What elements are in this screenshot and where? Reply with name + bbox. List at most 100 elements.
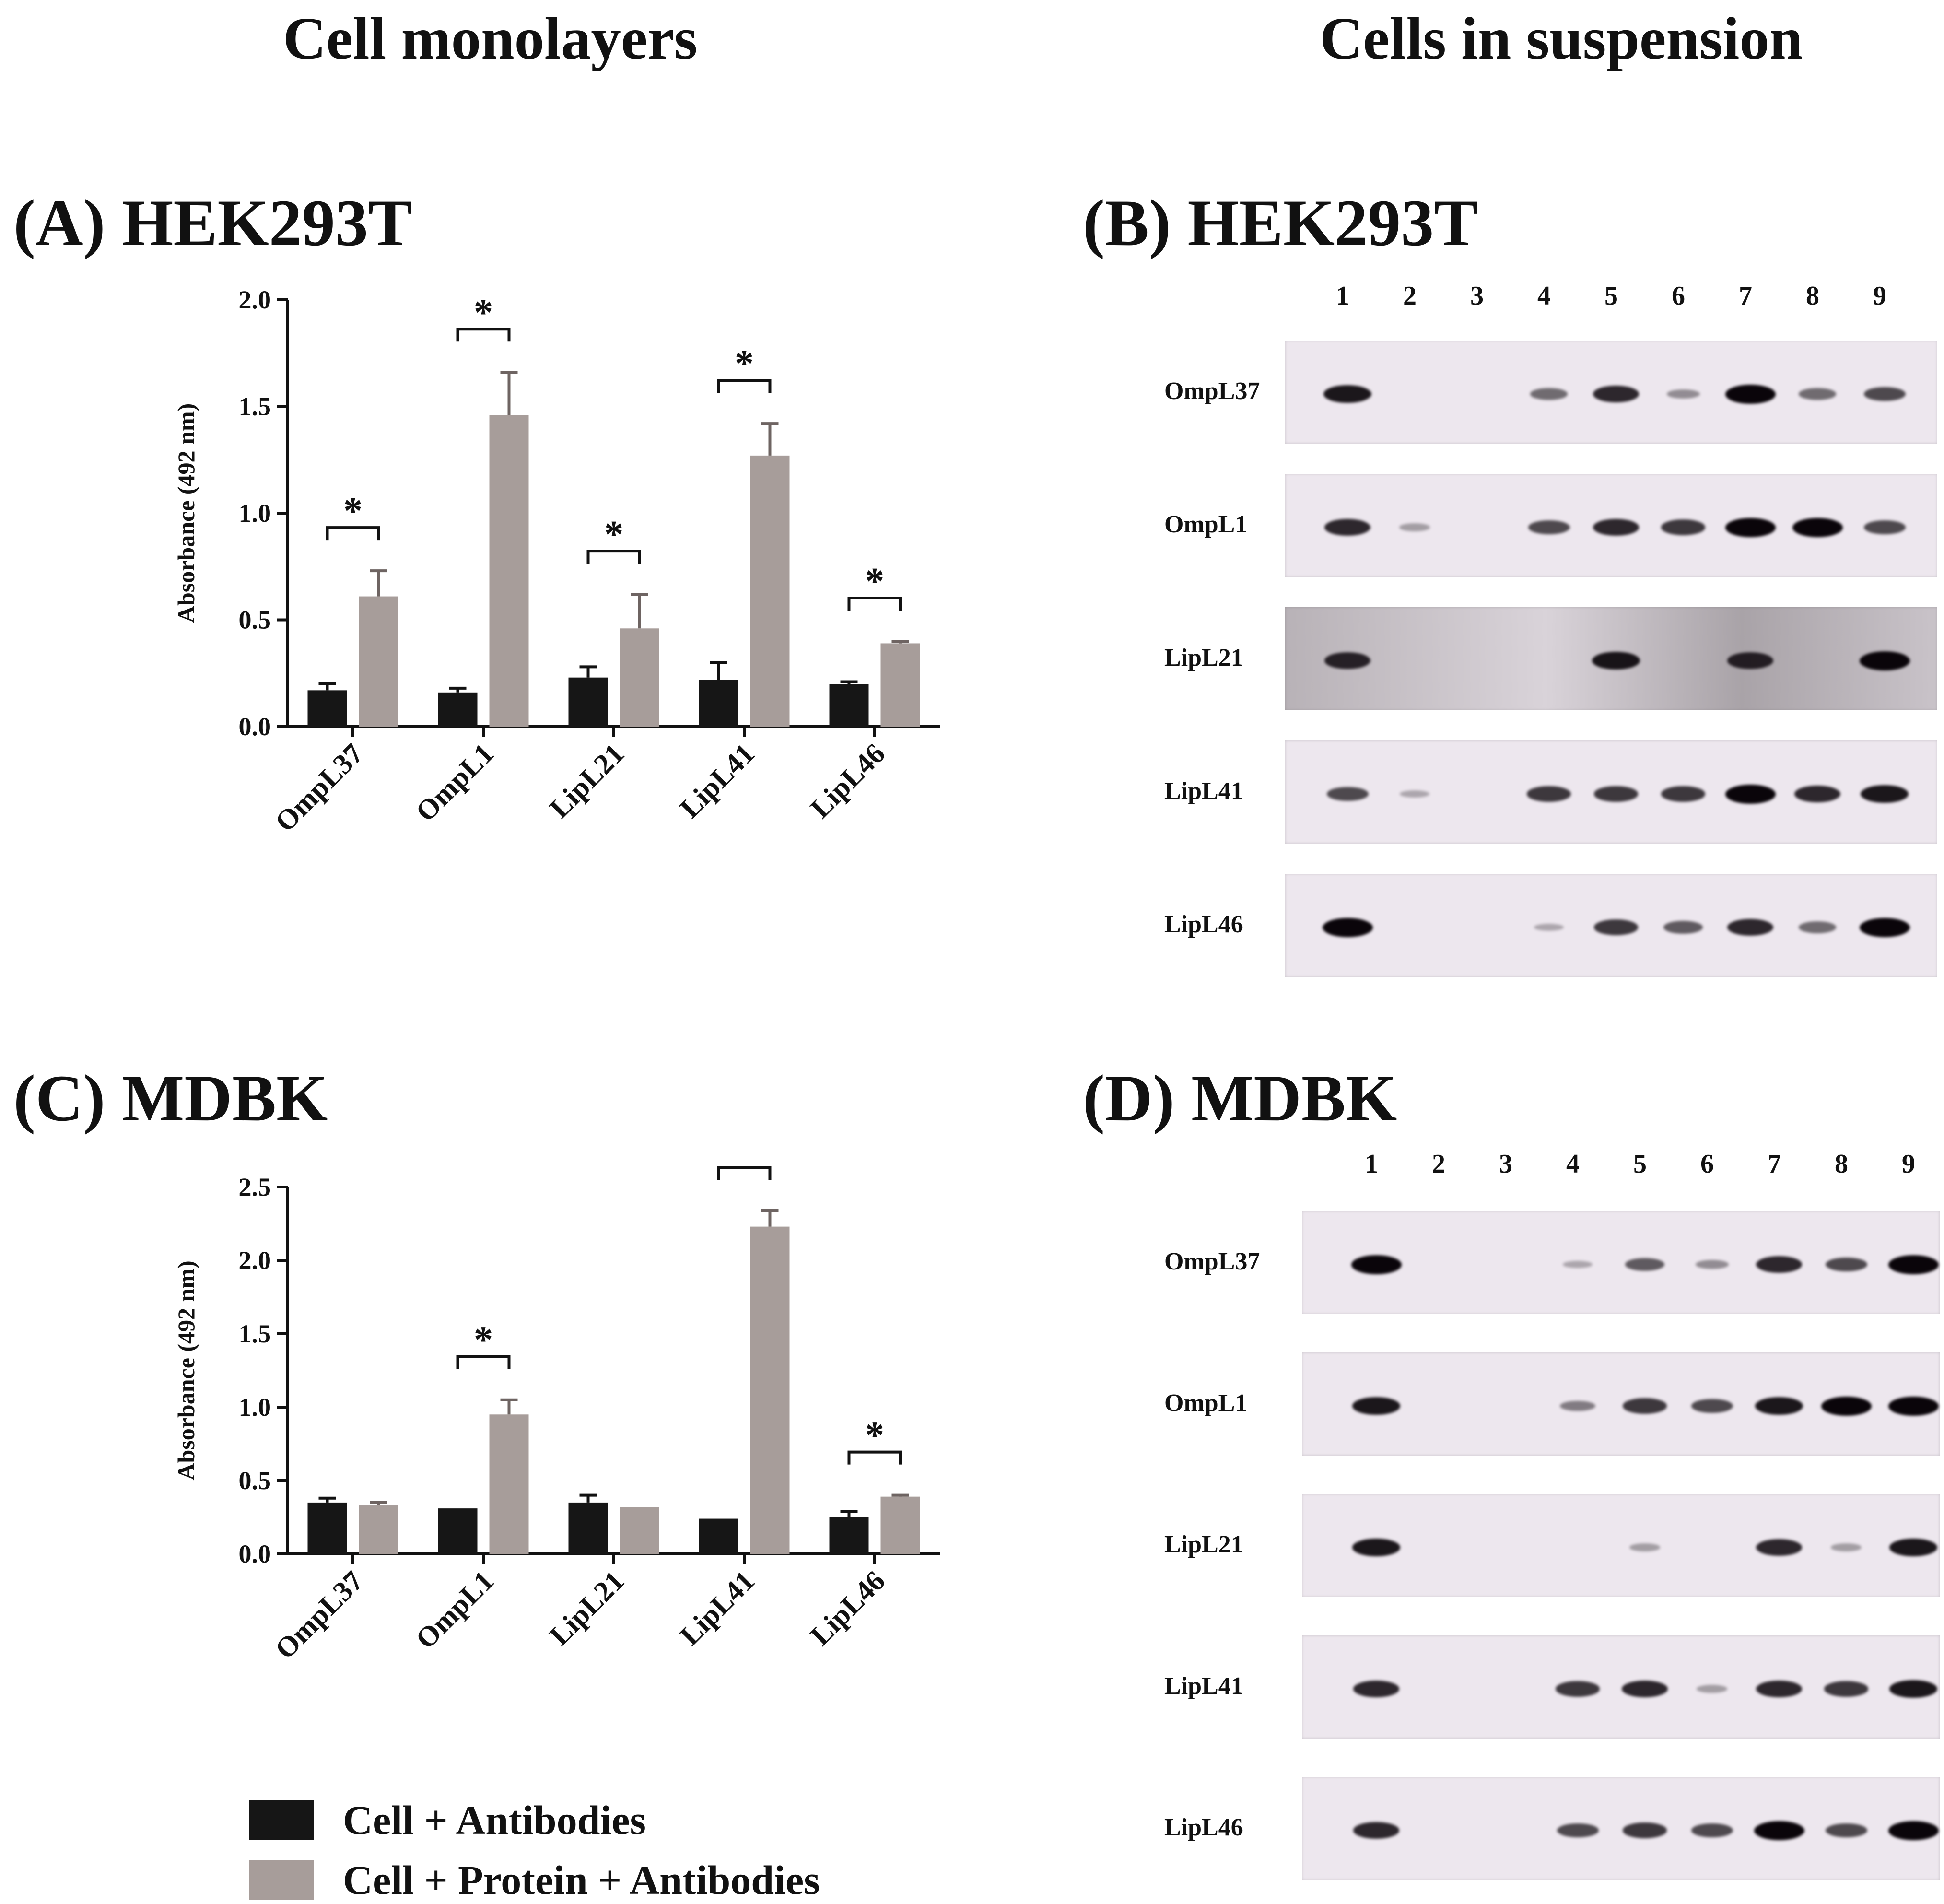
bar (750, 1226, 790, 1554)
blot-band (1661, 786, 1705, 802)
lane-number: 3 (1499, 1149, 1512, 1179)
lane-number: 4 (1566, 1149, 1580, 1179)
blot-band (1527, 786, 1571, 802)
blot-band (1755, 1397, 1803, 1415)
blot-band (1799, 388, 1836, 400)
blot-band (1830, 1543, 1862, 1551)
legend-swatch-series2 (249, 1860, 314, 1900)
x-tick-label: LipL21 (543, 1565, 630, 1652)
x-tick-label: LipL41 (674, 1565, 761, 1652)
blot-band (1399, 523, 1430, 531)
blot-band (1756, 1681, 1802, 1697)
lane-number: 2 (1432, 1149, 1445, 1179)
y-tick-label: 2.5 (239, 1173, 271, 1201)
y-tick-label: 2.0 (239, 1246, 271, 1275)
y-tick-label: 0.5 (239, 1466, 271, 1495)
bar (880, 1496, 920, 1554)
blot-band (1859, 651, 1910, 670)
bar (829, 1517, 869, 1554)
bar (307, 1502, 347, 1554)
blot-row-label: LipL21 (1164, 1530, 1243, 1558)
blot-strip (1302, 1494, 1940, 1597)
bar (568, 1502, 608, 1554)
blot-band (1661, 519, 1705, 535)
significance-star: * (474, 1319, 493, 1362)
blot-band (1322, 917, 1373, 937)
bar (438, 1508, 478, 1554)
bar (699, 680, 738, 727)
blot-band (1695, 1259, 1729, 1269)
blot-band (1754, 1821, 1804, 1840)
significance-star: * (735, 343, 754, 385)
y-tick-label: 1.5 (239, 392, 271, 421)
blot-band (1725, 384, 1776, 404)
blot-row-label: OmpL1 (1164, 1389, 1248, 1417)
blot-band (1629, 1543, 1661, 1551)
significance-bracket (717, 1165, 772, 1180)
blot-band (1353, 1681, 1399, 1697)
lane-number: 6 (1700, 1149, 1714, 1179)
legend-item-cell-protein-antibodies: Cell + Protein + Antibodies (249, 1856, 820, 1904)
blot-band (1534, 923, 1564, 931)
blot-row-label: OmpL37 (1164, 1247, 1260, 1275)
blot-band (1824, 1681, 1868, 1697)
significance-bracket (326, 526, 380, 541)
blot-band (1756, 1539, 1802, 1556)
western-blot-mdbk: 1 2 3 4 5 6 7 8 9 OmpL37 OmpL1 LipL21 LipL41 LipL46 (1141, 1141, 1944, 1890)
blot-band (1623, 1398, 1667, 1414)
legend-label-series1: Cell + Antibodies (343, 1797, 646, 1843)
x-tick-label: LipL21 (543, 738, 630, 824)
x-tick-label: LipL46 (804, 738, 891, 824)
panel-title-b: (B) HEK293T (1083, 186, 1478, 259)
blot-band (1562, 1260, 1593, 1269)
blot-band (1622, 1681, 1668, 1697)
blot-row-label: LipL41 (1164, 777, 1243, 805)
blot-band (1727, 919, 1773, 936)
blot-band (1825, 1257, 1867, 1272)
y-tick-label: 0.0 (239, 1540, 271, 1568)
blot-band (1863, 387, 1906, 401)
significance-star: * (865, 561, 884, 603)
blot-band (1594, 786, 1638, 802)
lane-number: 5 (1604, 281, 1618, 311)
blot-band (1324, 519, 1370, 536)
blot-band (1352, 1538, 1401, 1557)
blot-row-label: LipL41 (1164, 1672, 1243, 1700)
blot-band (1725, 517, 1776, 537)
blot-band (1593, 519, 1639, 536)
legend-item-cell-antibodies: Cell + Antibodies (249, 1796, 646, 1844)
significance-bracket (456, 1355, 511, 1369)
blot-band (1888, 1821, 1939, 1840)
bar (620, 1507, 659, 1554)
significance-star: * (865, 1415, 884, 1457)
lane-number: 2 (1403, 281, 1417, 311)
lane-number: 9 (1902, 1149, 1915, 1179)
blot-band (1792, 517, 1843, 537)
lane-number: 7 (1739, 281, 1752, 311)
blot-band (1696, 1685, 1728, 1693)
western-blot-hek293t: 1 2 3 4 5 6 7 8 9 OmpL37 OmpL1 LipL21 LipL41 LipL46 (1141, 273, 1944, 977)
y-tick-label: 1.0 (239, 1393, 271, 1422)
header-cell-monolayers: Cell monolayers (283, 6, 698, 72)
blot-band (1593, 386, 1639, 402)
x-tick-label: LipL46 (804, 1565, 891, 1652)
y-tick-label: 0.5 (239, 606, 271, 635)
significance-bracket (456, 328, 511, 342)
lane-number: 1 (1336, 281, 1349, 311)
lane-number: 8 (1806, 281, 1819, 311)
blot-band (1794, 786, 1840, 802)
significance-star: * (474, 292, 493, 334)
panel-title-d: (D) MDBK (1083, 1061, 1397, 1135)
bar-chart-mdbk: 0.0 0.5 1.0 1.5 2.0 2.5 Absorbance (492 nm) Omp… (173, 1165, 940, 1665)
panel-title-a: (A) HEK293T (13, 186, 412, 259)
blot-band (1592, 651, 1640, 670)
blot-band (1351, 1255, 1402, 1274)
lane-number: 1 (1365, 1149, 1378, 1179)
legend-label-series2: Cell + Protein + Antibodies (343, 1857, 820, 1903)
bar (438, 692, 478, 727)
blot-row-label: OmpL37 (1164, 377, 1260, 405)
blot-band (1725, 784, 1776, 804)
legend-swatch-series1 (249, 1800, 314, 1840)
panel-title-c: (C) MDBK (13, 1061, 328, 1135)
blot-band (1859, 917, 1910, 937)
